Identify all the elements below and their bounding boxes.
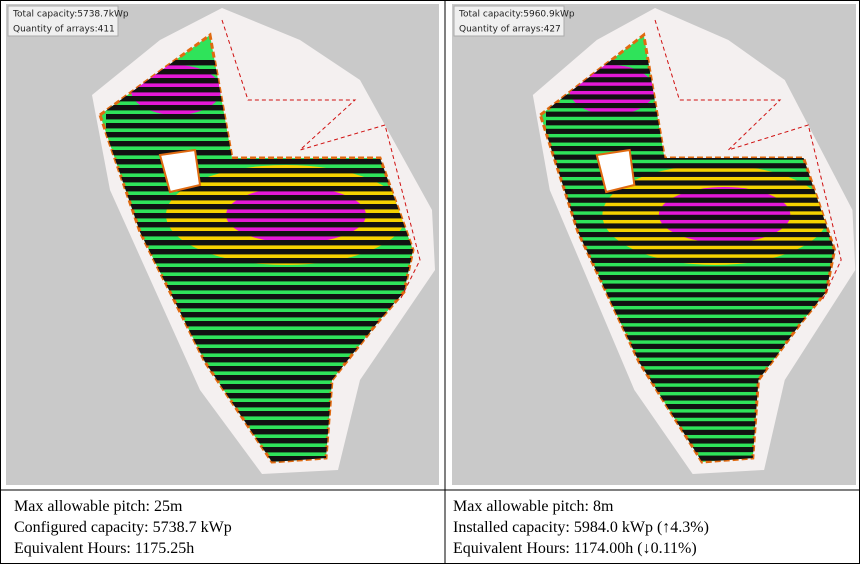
pv-row bbox=[546, 197, 835, 203]
pv-row bbox=[546, 404, 835, 410]
pv-row bbox=[546, 214, 835, 220]
pv-row bbox=[106, 204, 413, 210]
pv-row bbox=[546, 171, 835, 177]
pv-row bbox=[546, 318, 835, 324]
pv-row bbox=[106, 312, 413, 318]
pv-row bbox=[546, 326, 835, 332]
overlay-label: Total capacity:5738.7kWp bbox=[12, 10, 129, 20]
pv-row bbox=[106, 438, 413, 444]
pv-row bbox=[546, 292, 835, 298]
pv-row bbox=[106, 240, 413, 246]
site-render bbox=[532, 8, 856, 474]
pv-row bbox=[546, 240, 835, 246]
pv-row bbox=[546, 378, 835, 384]
caption-line: Max allowable pitch: 25m bbox=[14, 498, 183, 515]
pv-row bbox=[106, 186, 413, 192]
overlay-label: Quantity of arrays:427 bbox=[459, 25, 561, 35]
site-render bbox=[92, 8, 435, 474]
boundary bbox=[221, 19, 421, 301]
pv-row bbox=[546, 412, 835, 418]
exclusion bbox=[158, 148, 202, 194]
boundary bbox=[654, 19, 842, 301]
pv-row bbox=[106, 420, 413, 426]
pv-row bbox=[546, 352, 835, 358]
pv-row bbox=[106, 348, 413, 354]
pv-row bbox=[106, 339, 413, 345]
pv-row bbox=[546, 232, 835, 238]
pv-row bbox=[106, 213, 413, 219]
label-box bbox=[453, 5, 565, 37]
pv-row bbox=[546, 395, 835, 401]
pv-row bbox=[546, 223, 835, 229]
pv-row bbox=[546, 335, 835, 341]
pv-row bbox=[546, 309, 835, 315]
pv-row bbox=[106, 429, 413, 435]
pv-row bbox=[106, 402, 413, 408]
pv-row bbox=[106, 303, 413, 309]
pv-row bbox=[546, 421, 835, 427]
pv-row bbox=[546, 438, 835, 444]
pv-row bbox=[106, 384, 413, 390]
pv-row bbox=[546, 180, 835, 186]
caption-left: Max allowable pitch: 25m Configured capa… bbox=[14, 496, 232, 559]
pv-row bbox=[106, 321, 413, 327]
pv-row bbox=[546, 361, 835, 367]
caption-line: Installed capacity: 5984.0 kWp (↑4.3%) bbox=[453, 519, 709, 536]
overlay-label: Quantity of arrays:411 bbox=[13, 25, 115, 35]
caption-line: Equivalent Hours: 1175.25h bbox=[14, 540, 195, 557]
pv-row bbox=[546, 300, 835, 306]
pv-row bbox=[106, 357, 413, 363]
pv-row bbox=[106, 258, 413, 264]
pv-row bbox=[546, 429, 835, 435]
pv-row bbox=[546, 257, 835, 263]
pv-row bbox=[546, 369, 835, 375]
pv-row bbox=[546, 275, 835, 281]
caption-line: Equivalent Hours: 1174.00h (↓0.11%) bbox=[453, 540, 697, 557]
pv-row bbox=[546, 386, 835, 392]
exclusion bbox=[595, 148, 636, 194]
pv-row bbox=[106, 195, 413, 201]
caption-right: Max allowable pitch: 8m Installed capaci… bbox=[453, 496, 709, 559]
pv-row bbox=[106, 411, 413, 417]
pv-row bbox=[546, 283, 835, 289]
pv-row bbox=[106, 366, 413, 372]
pv-row bbox=[106, 294, 413, 300]
pv-row bbox=[106, 393, 413, 399]
pv-row bbox=[106, 375, 413, 381]
pv-row bbox=[106, 276, 413, 282]
pv-row bbox=[546, 206, 835, 212]
pv-row bbox=[546, 249, 835, 255]
pv-row bbox=[106, 249, 413, 255]
pv-row bbox=[106, 222, 413, 228]
pv-row bbox=[106, 285, 413, 291]
label-box bbox=[7, 5, 119, 37]
pv-row bbox=[546, 189, 835, 195]
pv-row bbox=[106, 177, 413, 183]
pv-row bbox=[106, 267, 413, 273]
pv-row bbox=[106, 330, 413, 336]
pv-row bbox=[106, 159, 413, 165]
caption-line: Configured capacity: 5738.7 kWp bbox=[14, 519, 232, 536]
pv-row bbox=[546, 266, 835, 272]
pv-row bbox=[546, 343, 835, 349]
caption-line: Max allowable pitch: 8m bbox=[453, 498, 614, 515]
overlay-label: Total capacity:5960.9kWp bbox=[458, 10, 575, 20]
pv-row bbox=[106, 231, 413, 237]
pv-row bbox=[106, 168, 413, 174]
pv-row bbox=[546, 163, 835, 169]
